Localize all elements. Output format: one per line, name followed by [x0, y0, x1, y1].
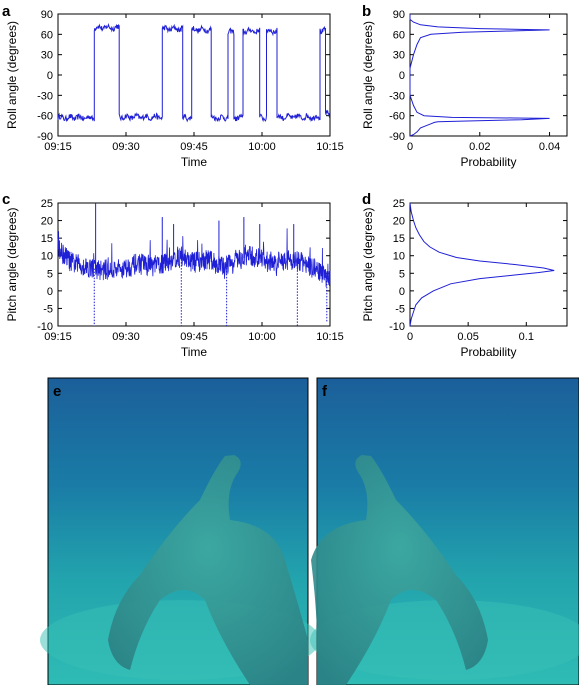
x-tick-label: 0.1 — [519, 331, 534, 343]
y-tick-label: 90 — [393, 9, 405, 21]
y-tick-label: -5 — [43, 303, 53, 315]
y-tick-label: 0 — [399, 70, 405, 82]
roll-distribution-plot: -90 -60 -30 0 30 60 90 0 0.02 0.04 Probability Roll… — [361, 9, 568, 169]
photo-e: e — [40, 377, 320, 685]
x-axis-label: Time — [181, 155, 208, 169]
pitch-series-line — [57, 228, 331, 288]
panel-label-f: f — [322, 383, 328, 400]
y-tick-label: 60 — [41, 29, 53, 41]
x-axis-label: Time — [181, 345, 208, 359]
x-tick-label: 0.05 — [457, 331, 478, 343]
y-tick-label: -90 — [389, 131, 405, 143]
x-tick-label: 09:45 — [180, 331, 208, 343]
y-axis-label: Roll angle (degrees) — [5, 21, 19, 129]
hammerhead-shark-image — [311, 455, 488, 685]
roll-distribution-line — [409, 14, 550, 137]
y-tick-label: -90 — [37, 131, 53, 143]
y-axis-label: Pitch angle (degrees) — [361, 207, 375, 321]
pitch-distribution-line — [409, 202, 555, 327]
plot-frame — [57, 13, 331, 137]
roll-time-plot: -90 -60 -30 0 30 60 90 09:15 09:30 09:45 10:00 10:1… — [5, 9, 344, 169]
y-tick-label: 0 — [399, 286, 405, 298]
pitch-time-plot: -10 -5 0 5 10 15 20 25 09:15 09:30 09:45 10:00 10:15… — [5, 198, 344, 359]
y-tick-label: -60 — [389, 111, 405, 123]
y-tick-label: 15 — [41, 233, 53, 245]
x-axis-label: Probability — [460, 155, 516, 169]
y-tick-label: 0 — [47, 286, 53, 298]
x-tick-label: 10:15 — [316, 331, 344, 343]
x-tick-label: 09:45 — [180, 141, 208, 153]
y-tick-label: 15 — [393, 233, 405, 245]
y-tick-label: 20 — [393, 216, 405, 228]
y-tick-label: 10 — [41, 251, 53, 263]
roll-series-line — [57, 23, 331, 123]
x-tick-label: 0.04 — [539, 141, 560, 153]
y-tick-label: -10 — [37, 321, 53, 333]
y-tick-label: 25 — [41, 198, 53, 210]
photo-f: f — [310, 377, 579, 685]
x-tick-label: 0 — [407, 141, 413, 153]
y-tick-label: -60 — [37, 111, 53, 123]
y-axis-label: Pitch angle (degrees) — [5, 207, 19, 321]
hammerhead-shark-image — [108, 455, 308, 685]
y-tick-label: -5 — [395, 303, 405, 315]
y-tick-label: -30 — [37, 90, 53, 102]
y-tick-label: 5 — [399, 268, 405, 280]
x-tick-label: 0.02 — [469, 141, 490, 153]
y-tick-label: 0 — [47, 70, 53, 82]
x-tick-label: 10:15 — [316, 141, 344, 153]
plot-frame — [409, 202, 568, 327]
x-tick-label: 09:30 — [112, 141, 140, 153]
x-tick-label: 09:15 — [44, 141, 72, 153]
x-tick-label: 0 — [407, 331, 413, 343]
panel-label-a: a — [2, 3, 11, 20]
y-tick-label: -30 — [389, 90, 405, 102]
panel-label-b: b — [362, 3, 371, 20]
y-tick-label: 30 — [393, 50, 405, 62]
y-axis-label: Roll angle (degrees) — [361, 21, 375, 129]
panel-label-c: c — [2, 191, 10, 208]
y-tick-label: 90 — [41, 9, 53, 21]
panel-label-d: d — [362, 191, 371, 208]
x-tick-label: 09:30 — [112, 331, 140, 343]
x-tick-label: 09:15 — [44, 331, 72, 343]
x-tick-label: 10:00 — [248, 141, 276, 153]
y-tick-label: 25 — [393, 198, 405, 210]
y-tick-label: 30 — [41, 50, 53, 62]
x-axis-label: Probability — [460, 345, 516, 359]
y-tick-label: -10 — [389, 321, 405, 333]
y-tick-label: 60 — [393, 29, 405, 41]
y-tick-label: 10 — [393, 251, 405, 263]
y-tick-label: 5 — [47, 268, 53, 280]
x-tick-label: 10:00 — [248, 331, 276, 343]
panel-label-e: e — [53, 383, 61, 400]
y-tick-label: 20 — [41, 216, 53, 228]
